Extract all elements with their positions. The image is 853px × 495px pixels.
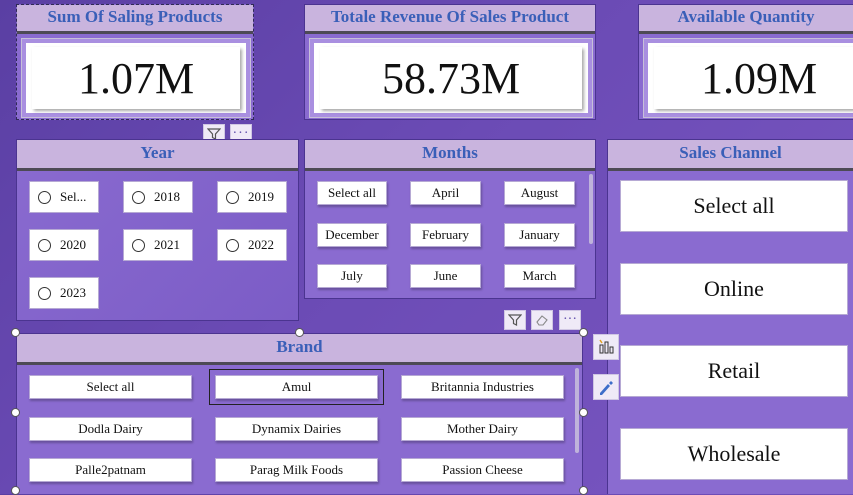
slicer-title: Brand xyxy=(17,334,582,365)
more-options-icon: ··· xyxy=(232,126,250,141)
scrollbar[interactable] xyxy=(575,368,579,453)
kpi-value-box: 58.73M xyxy=(309,38,593,118)
brand-slicer[interactable]: Brand Select all Amul Britannia Industri… xyxy=(16,333,583,494)
kpi-value-box: 1.09M xyxy=(643,38,853,118)
brand-option-amul[interactable]: Amul xyxy=(209,369,384,405)
year-option-2021[interactable]: 2021 xyxy=(123,229,193,261)
kpi-value: 1.09M xyxy=(700,53,818,103)
radio-icon xyxy=(132,190,145,204)
year-option-2023[interactable]: 2023 xyxy=(29,277,99,309)
sales-channel-option-select-all[interactable]: Select all xyxy=(620,180,848,232)
month-option-select-all[interactable]: Select all xyxy=(317,181,387,205)
kpi-title: Totale Revenue Of Sales Product xyxy=(305,5,595,34)
slicer-title: Year xyxy=(17,140,298,171)
scrollbar[interactable] xyxy=(589,174,593,244)
sales-channel-slicer[interactable]: Sales Channel Select all Online Retail W… xyxy=(607,139,853,494)
month-option-june[interactable]: June xyxy=(410,264,481,288)
brand-option-passion-cheese[interactable]: Passion Cheese xyxy=(401,458,564,482)
brand-option-select-all[interactable]: Select all xyxy=(29,375,192,399)
radio-icon xyxy=(38,190,51,204)
build-visual-button[interactable] xyxy=(593,334,619,360)
month-option-december[interactable]: December xyxy=(317,223,387,247)
brand-option-dynamix-dairies[interactable]: Dynamix Dairies xyxy=(215,417,378,441)
slicer-title: Sales Channel xyxy=(608,140,853,171)
clear-selections-button[interactable] xyxy=(531,310,553,330)
month-option-february[interactable]: February xyxy=(410,223,481,247)
months-slicer[interactable]: Months Select all April August December … xyxy=(304,139,596,299)
build-visual-icon xyxy=(599,339,614,354)
sales-channel-option-online[interactable]: Online xyxy=(620,263,848,315)
year-option-2018[interactable]: 2018 xyxy=(123,181,193,213)
resize-handle[interactable] xyxy=(579,408,588,417)
brand-option-britannia-industries[interactable]: Britannia Industries xyxy=(401,375,564,399)
kpi-value: 58.73M xyxy=(381,53,521,103)
brand-option-mother-dairy[interactable]: Mother Dairy xyxy=(401,417,564,441)
kpi-title: Sum Of Saling Products xyxy=(17,5,253,34)
radio-icon xyxy=(132,238,145,252)
kpi-title: Available Quantity xyxy=(639,5,853,34)
month-option-march[interactable]: March xyxy=(504,264,575,288)
kpi-card-sum-saling-products[interactable]: Sum Of Saling Products 1.07M xyxy=(16,4,254,120)
month-option-january[interactable]: January xyxy=(504,223,575,247)
clear-selections-icon xyxy=(536,315,548,326)
kpi-card-available-quantity[interactable]: Available Quantity 1.09M xyxy=(638,4,853,120)
resize-handle[interactable] xyxy=(11,408,20,417)
more-options-icon: ··· xyxy=(563,312,577,327)
brand-option-palle2patnam[interactable]: Palle2patnam xyxy=(29,458,192,482)
radio-icon xyxy=(226,190,239,204)
kpi-card-total-revenue[interactable]: Totale Revenue Of Sales Product 58.73M xyxy=(304,4,596,120)
resize-handle[interactable] xyxy=(295,328,304,337)
radio-icon xyxy=(226,238,239,252)
brand-option-dodla-dairy[interactable]: Dodla Dairy xyxy=(29,417,192,441)
year-option-2022[interactable]: 2022 xyxy=(217,229,287,261)
resize-handle[interactable] xyxy=(11,328,20,337)
year-option-2019[interactable]: 2019 xyxy=(217,181,287,213)
filter-icon xyxy=(508,314,522,326)
sales-channel-option-wholesale[interactable]: Wholesale xyxy=(620,428,848,480)
year-option-select-all[interactable]: Sel... xyxy=(29,181,99,213)
year-slicer[interactable]: Year Sel... 2018 2019 2020 2021 2022 202… xyxy=(16,139,299,321)
radio-icon xyxy=(38,238,51,252)
filter-icon-button[interactable] xyxy=(504,310,526,330)
sales-channel-option-retail[interactable]: Retail xyxy=(620,345,848,397)
kpi-value-box: 1.07M xyxy=(21,38,251,118)
month-option-july[interactable]: July xyxy=(317,264,387,288)
brand-option-parag-milk-foods[interactable]: Parag Milk Foods xyxy=(215,458,378,482)
format-visual-icon xyxy=(600,381,613,395)
month-option-april[interactable]: April xyxy=(410,181,481,205)
slicer-title: Months xyxy=(305,140,595,171)
format-visual-button[interactable] xyxy=(593,374,619,400)
more-options-button[interactable]: ··· xyxy=(559,310,581,330)
radio-icon xyxy=(38,286,51,300)
year-option-2020[interactable]: 2020 xyxy=(29,229,99,261)
kpi-value: 1.07M xyxy=(77,53,195,103)
month-option-august[interactable]: August xyxy=(504,181,575,205)
resize-handle[interactable] xyxy=(579,328,588,337)
